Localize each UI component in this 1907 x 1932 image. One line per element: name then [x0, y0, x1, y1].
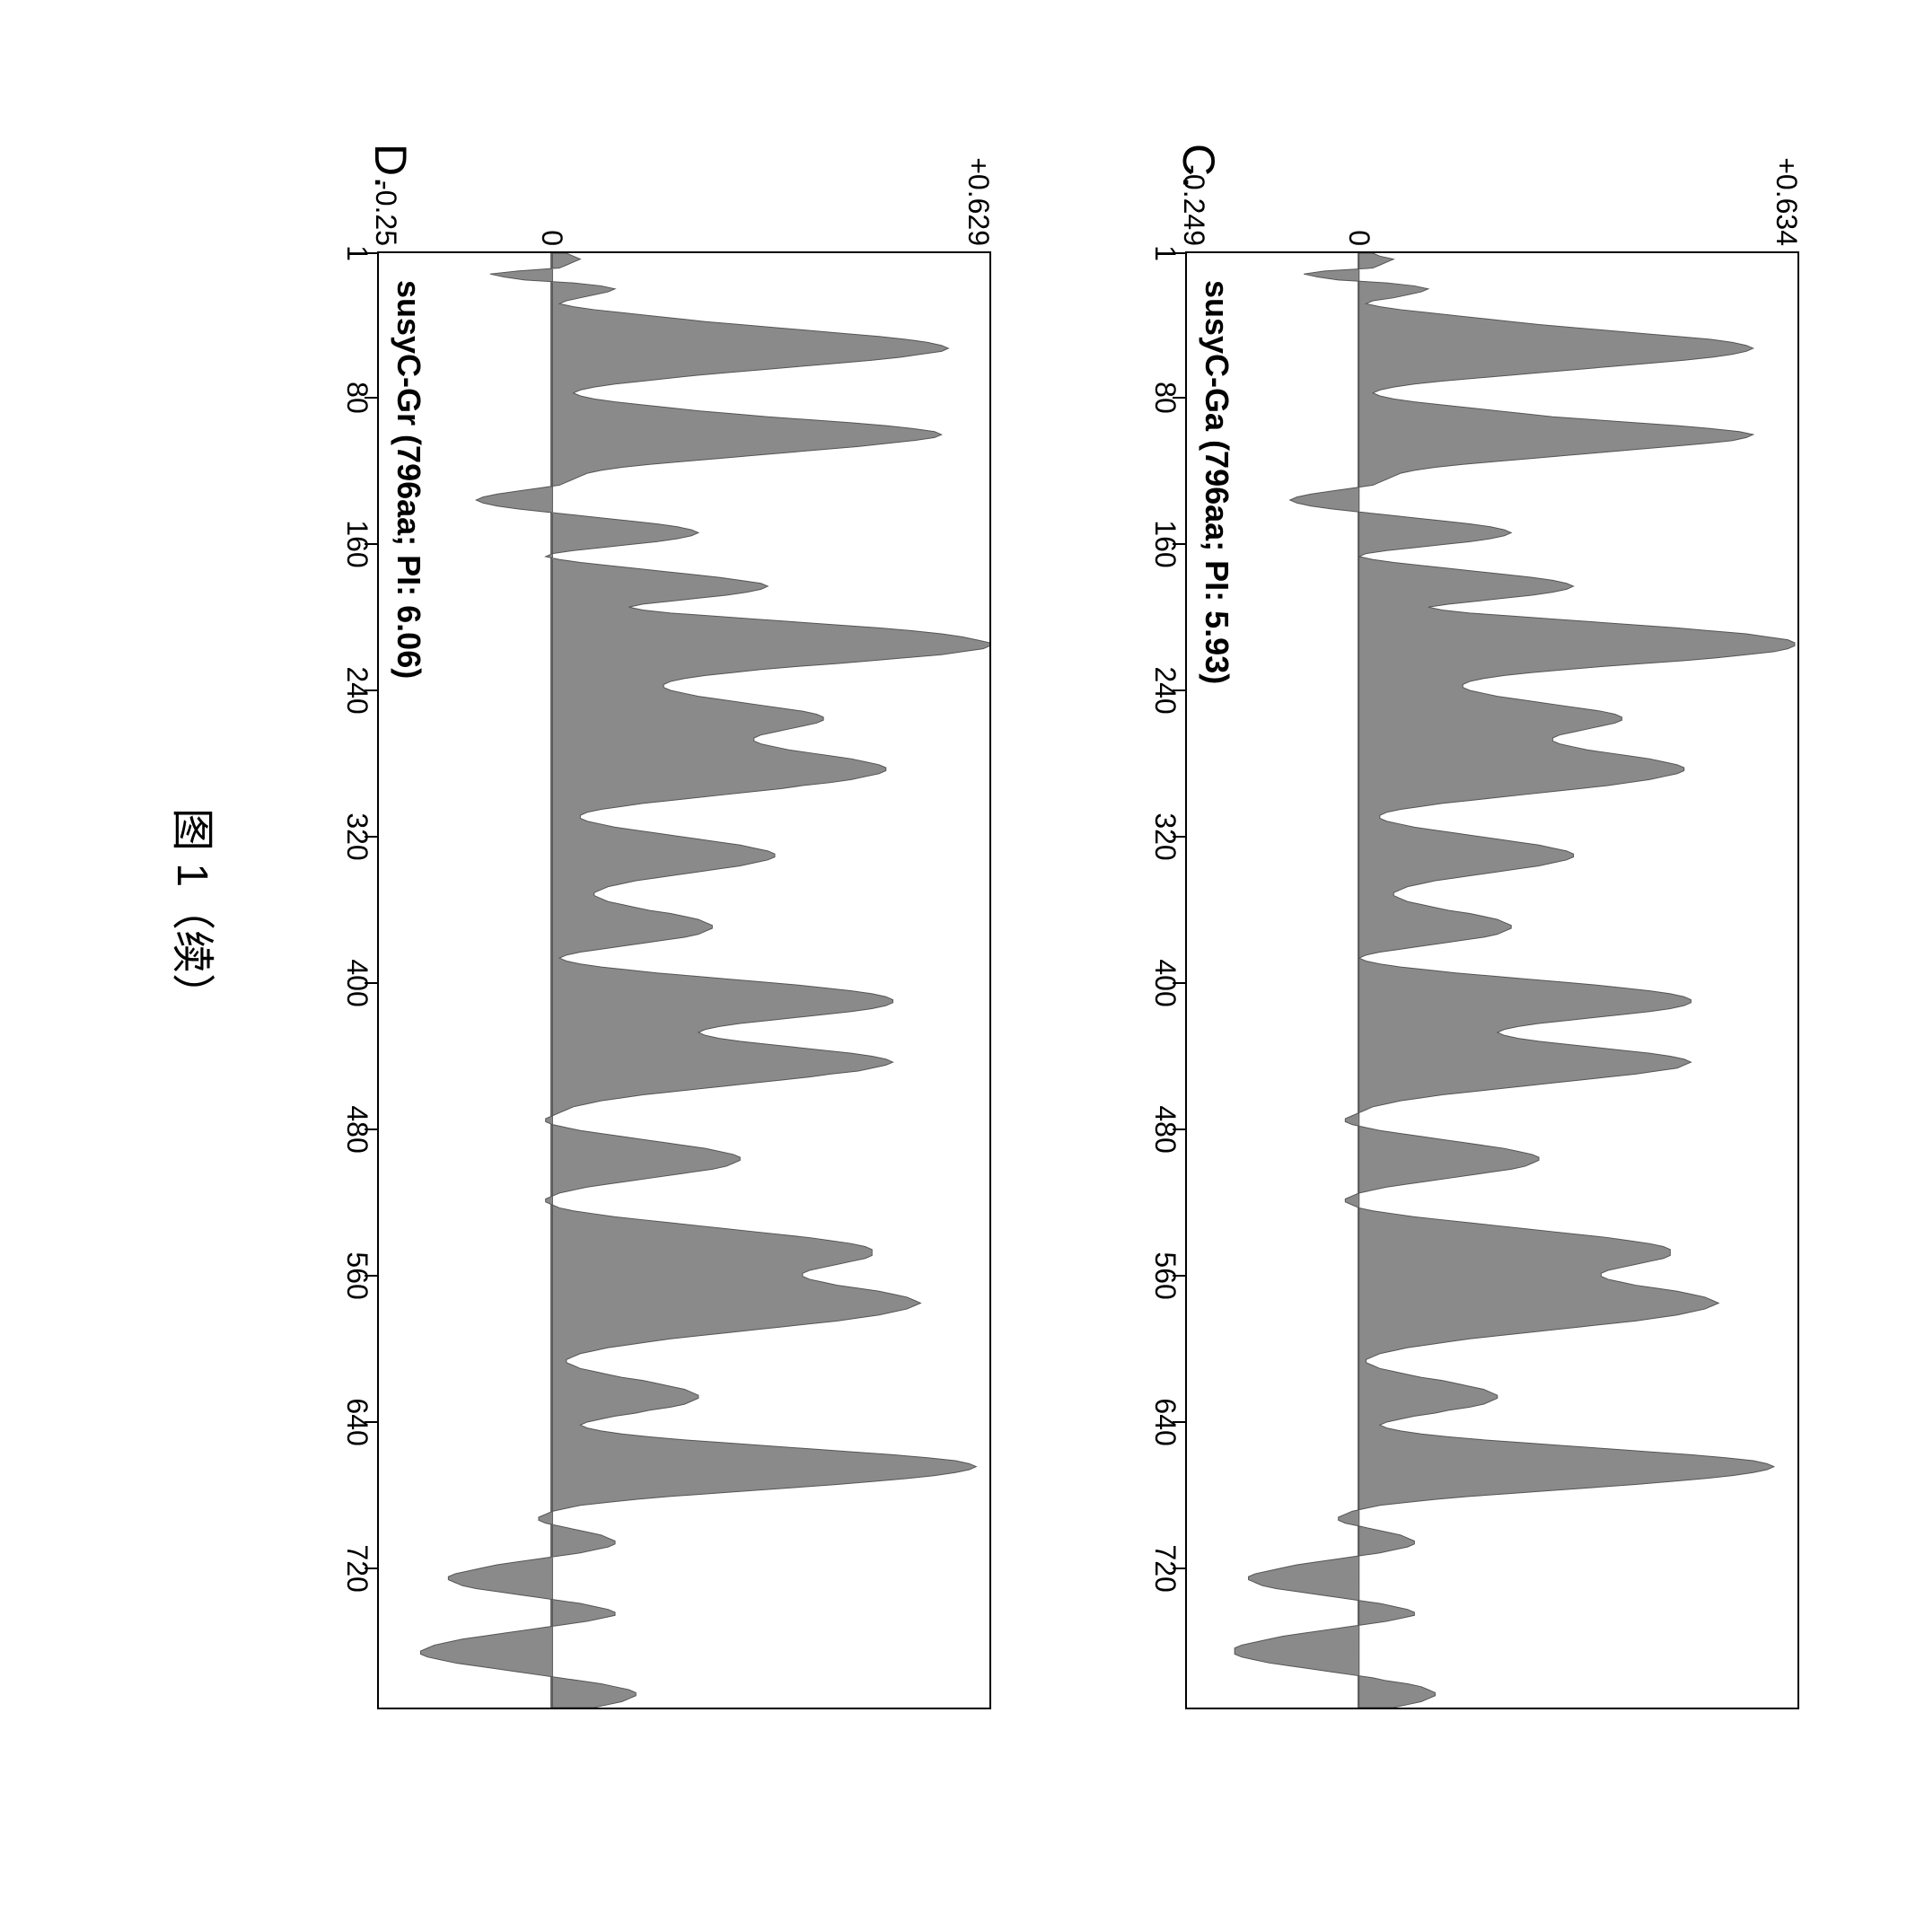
chart-panel: +0.6340-0.249180160240320400480560640720…: [1185, 251, 1799, 1709]
x-tick-label: 480: [340, 1105, 373, 1153]
hydropathy-fill: [1235, 253, 1795, 1708]
x-tick-label: 560: [340, 1251, 373, 1299]
figure-caption: 图 1（续）: [165, 808, 228, 1016]
hydropathy-fill: [420, 253, 989, 1708]
y-zero-label: 0: [535, 230, 568, 246]
panel-title: susyC-Ga (796aa; PI: 5.93): [1198, 280, 1235, 684]
x-tick-label: 80: [1148, 382, 1182, 414]
y-min-label: -0.25: [369, 180, 402, 246]
x-tick-label: 720: [340, 1544, 373, 1592]
x-tick-label: 160: [340, 520, 373, 567]
x-tick-label: 240: [340, 666, 373, 714]
y-max-label: +0.629: [962, 157, 995, 246]
x-tick-label: 640: [340, 1398, 373, 1445]
panel-title: susyC-Gr (796aa; PI: 6.06): [390, 280, 427, 679]
y-zero-label: 0: [1342, 230, 1375, 246]
y-max-label: +0.634: [1770, 157, 1803, 246]
x-tick-label: 320: [340, 812, 373, 860]
x-tick-label: 1: [1148, 245, 1182, 261]
x-tick-label: 80: [340, 382, 373, 414]
panel-letter: D.: [365, 144, 417, 189]
plot-area-svg: [379, 253, 989, 1708]
x-tick-label: 240: [1148, 666, 1182, 714]
x-tick-label: 1: [340, 245, 373, 261]
x-tick-label: 320: [1148, 812, 1182, 860]
x-tick-label: 400: [340, 959, 373, 1006]
x-tick-label: 400: [1148, 959, 1182, 1006]
x-tick-label: 640: [1148, 1398, 1182, 1445]
chart-panel: +0.6290-0.25180160240320400480560640720s…: [377, 251, 991, 1709]
panel-letter: C.: [1173, 144, 1225, 189]
x-tick-label: 560: [1148, 1251, 1182, 1299]
plot-area-svg: [1187, 253, 1797, 1708]
x-tick-label: 160: [1148, 520, 1182, 567]
x-tick-label: 480: [1148, 1105, 1182, 1153]
x-tick-label: 720: [1148, 1544, 1182, 1592]
